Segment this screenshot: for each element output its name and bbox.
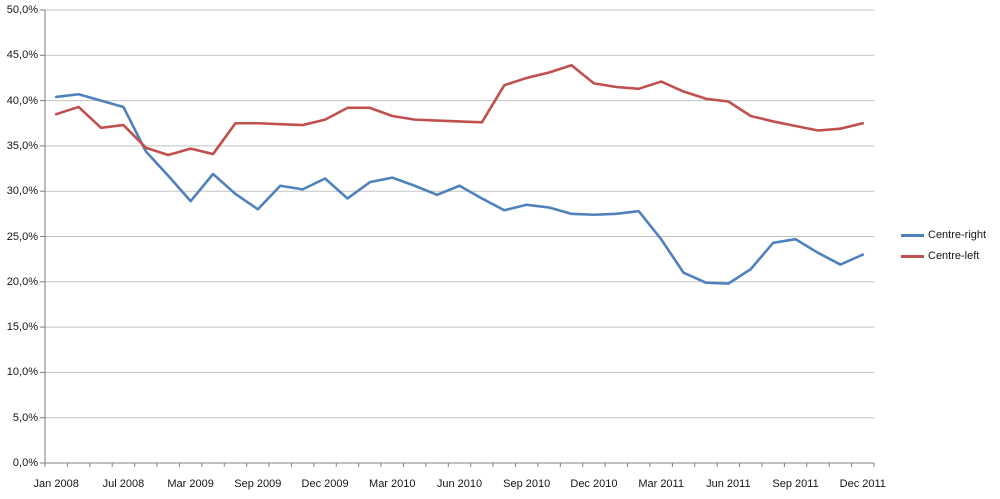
y-axis-label: 30,0% <box>6 185 38 198</box>
x-axis-label: Sep 2009 <box>234 478 282 490</box>
x-axis-label: Dec 2011 <box>839 478 886 490</box>
x-axis-label: Jul 2008 <box>102 478 145 490</box>
legend: Centre-right Centre-left <box>901 228 986 263</box>
x-axis-label: Jan 2008 <box>33 478 79 490</box>
legend-item-centre-left: Centre-left <box>901 249 986 263</box>
y-axis-label: 40,0% <box>6 94 38 107</box>
x-axis-label: Dec 2010 <box>570 478 618 490</box>
x-axis-label: Sep 2011 <box>772 478 819 490</box>
y-axis-label: 35,0% <box>6 139 38 152</box>
x-axis-label: Jun 2011 <box>706 478 751 490</box>
y-axis-label: 10,0% <box>6 366 38 379</box>
x-axis-label: Sep 2010 <box>503 478 551 490</box>
centre-right-line-swatch-icon <box>901 233 924 237</box>
y-axis-label: 5,0% <box>12 411 38 424</box>
legend-label-centre-left: Centre-left <box>928 250 980 262</box>
x-axis-label: Jun 2010 <box>436 478 483 490</box>
y-axis-label: 25,0% <box>6 230 38 243</box>
y-axis-label: 50,0% <box>6 4 38 16</box>
y-axis-label: 45,0% <box>6 49 38 62</box>
y-axis-label: 15,0% <box>6 321 38 334</box>
x-axis-label: Mar 2009 <box>167 478 214 490</box>
legend-label-centre-right: Centre-right <box>928 229 987 241</box>
series-line-centre-left <box>54 63 865 157</box>
centre-left-line-swatch-icon <box>901 254 924 258</box>
x-axis-label: Dec 2009 <box>301 478 349 490</box>
x-axis-label: Mar 2011 <box>638 478 684 490</box>
y-axis-label: 0,0% <box>12 457 38 469</box>
series-line-centre-right <box>54 92 865 285</box>
y-axis-label: 20,0% <box>6 275 38 288</box>
x-axis-label: Mar 2010 <box>369 478 416 490</box>
legend-item-centre-right: Centre-right <box>901 228 986 242</box>
